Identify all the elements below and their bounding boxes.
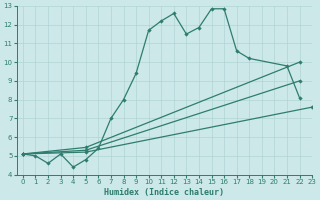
X-axis label: Humidex (Indice chaleur): Humidex (Indice chaleur) xyxy=(104,188,224,197)
